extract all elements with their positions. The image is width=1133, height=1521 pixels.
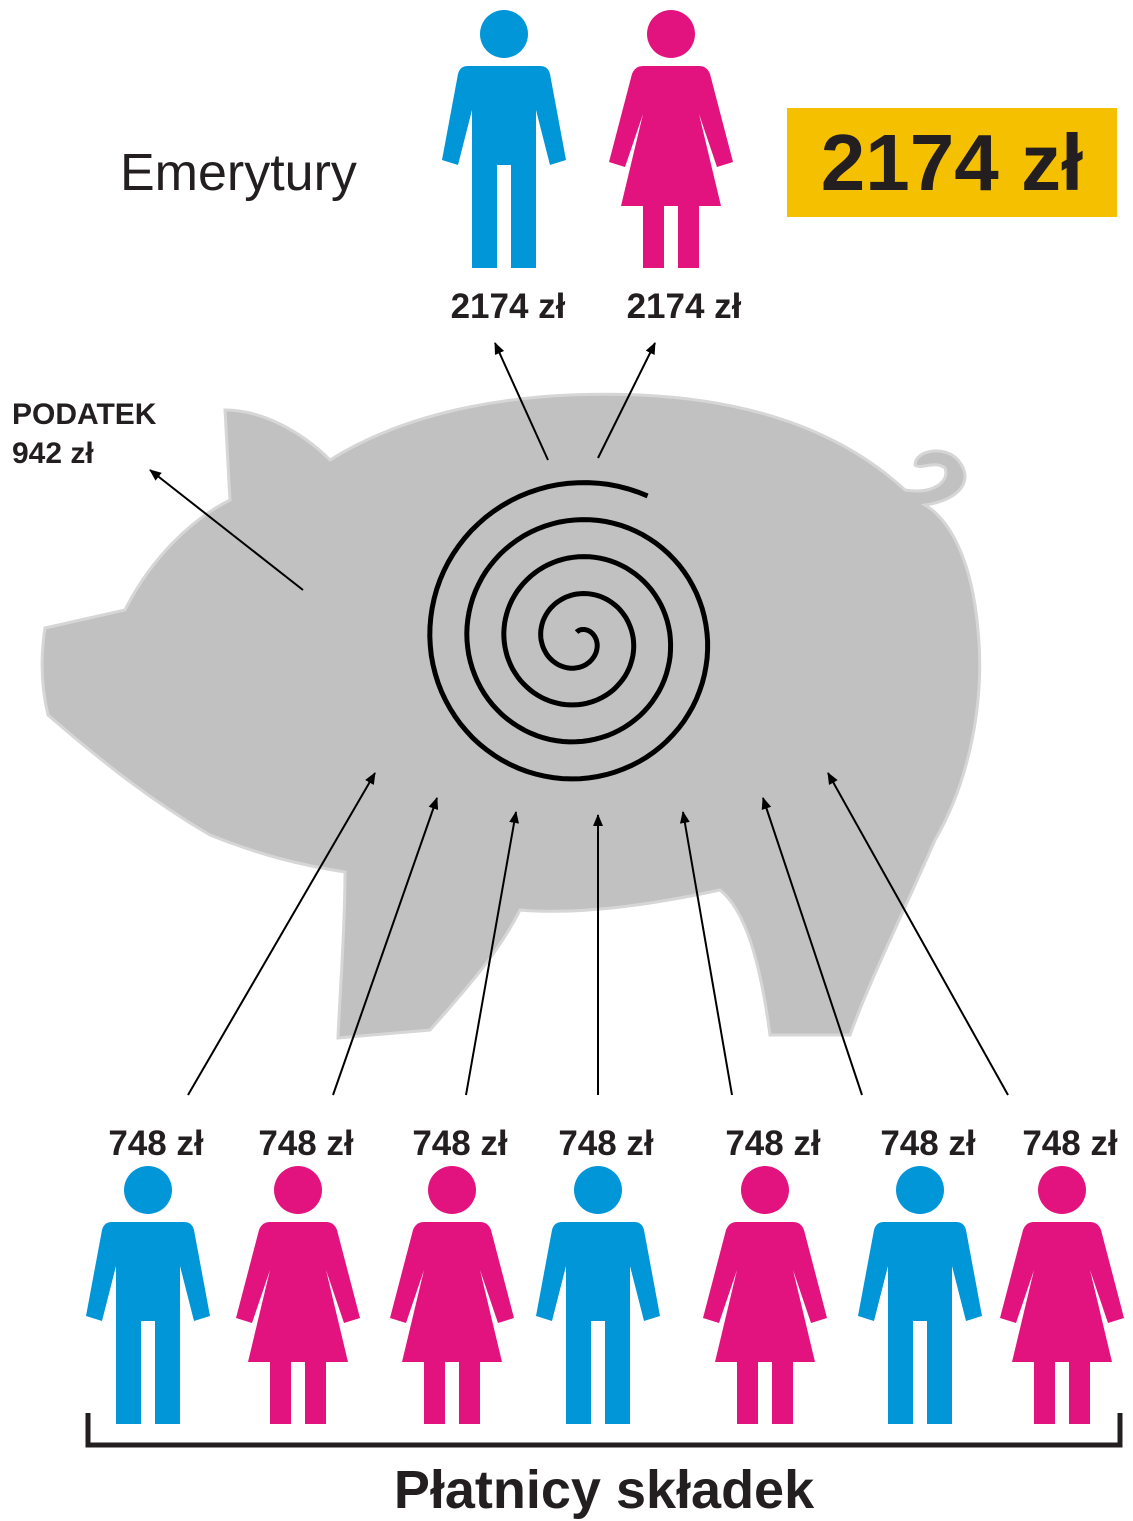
tax-label: PODATEK bbox=[12, 398, 157, 431]
retiree-amount: 2174 zł bbox=[451, 287, 566, 326]
payer-amount: 748 zł bbox=[725, 1124, 821, 1163]
retiree-amount: 2174 zł bbox=[627, 287, 742, 326]
payer-man bbox=[858, 1166, 982, 1424]
diagram: Emerytury 2174 zł 2174 zł 2174 zł PODATE… bbox=[0, 0, 1133, 1521]
title: Emerytury bbox=[120, 144, 357, 202]
payer-man bbox=[536, 1166, 660, 1424]
payer-amount: 748 zł bbox=[558, 1124, 654, 1163]
payer-woman bbox=[1000, 1166, 1124, 1424]
retiree-woman bbox=[609, 10, 733, 268]
retiree-man bbox=[442, 10, 566, 268]
payer-amount: 748 zł bbox=[880, 1124, 976, 1163]
payer-man bbox=[86, 1166, 210, 1424]
bracket bbox=[88, 1413, 1120, 1445]
highlight: 2174 zł bbox=[821, 118, 1083, 207]
payer-woman bbox=[390, 1166, 514, 1424]
payer-amount: 748 zł bbox=[412, 1124, 508, 1163]
payer-amount: 748 zł bbox=[1022, 1124, 1118, 1163]
payer-amount: 748 zł bbox=[258, 1124, 354, 1163]
tax-amount: 942 zł bbox=[12, 437, 94, 470]
payer-woman bbox=[236, 1166, 360, 1424]
payer-woman bbox=[703, 1166, 827, 1424]
footer: Płatnicy składek bbox=[394, 1460, 815, 1520]
payer-amount: 748 zł bbox=[108, 1124, 204, 1163]
pig bbox=[42, 394, 980, 1038]
